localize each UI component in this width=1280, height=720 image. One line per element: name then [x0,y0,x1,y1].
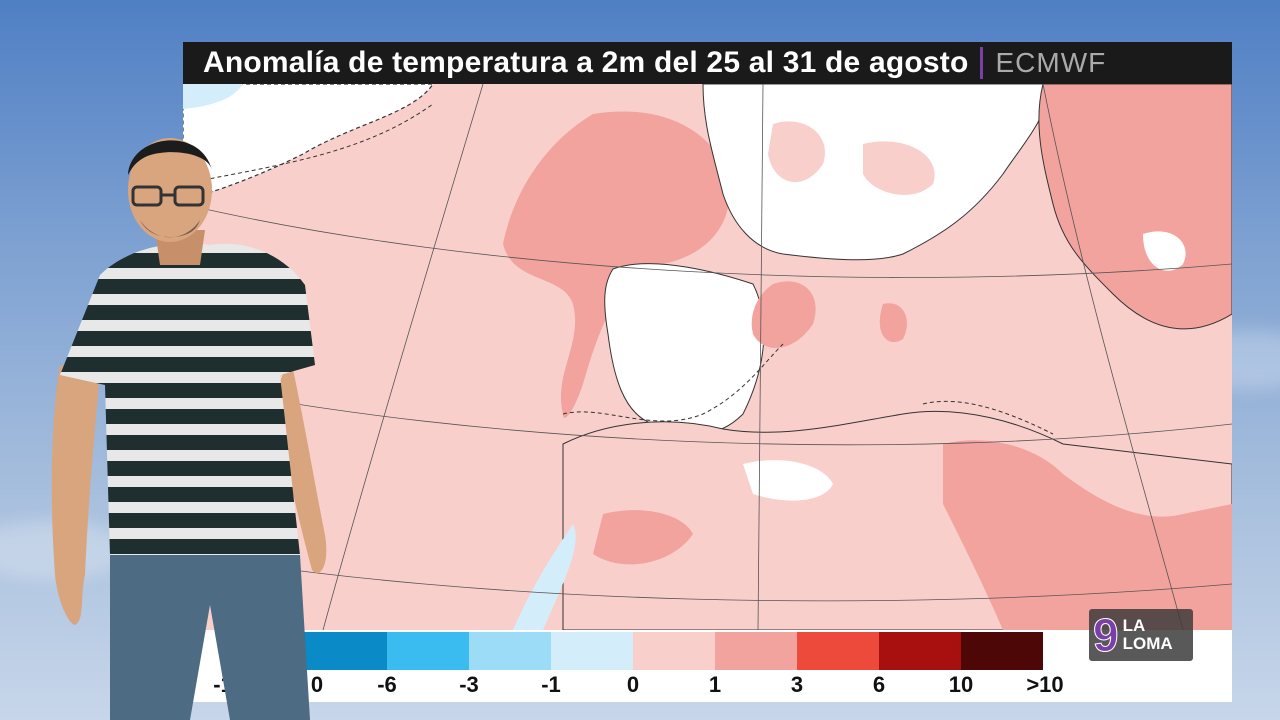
legend-swatch [387,632,469,670]
legend-tick-label: 3 [790,672,804,697]
legend-tick-label: -6 [377,672,397,697]
legend-tick-label: 10 [948,672,974,697]
legend-swatch [797,632,879,670]
temperature-anomaly-map [183,84,1232,630]
channel-logo: 9 LA LOMA [1089,609,1193,661]
source-label: ECMWF [995,47,1107,78]
title-separator [980,47,984,79]
legend-swatch [305,632,387,670]
legend-swatch [715,632,797,670]
legend-tick-label: 0 [310,672,324,697]
legend-tick-label: -1 [541,672,561,697]
legend-swatch [469,632,551,670]
legend-swatch [551,632,633,670]
logo-line-1: LA [1122,616,1146,635]
legend-swatch [879,632,961,670]
legend-tick-label: 0 [626,672,640,697]
logo-number: 9 [1093,609,1120,661]
legend-tick-label: 6 [872,672,886,697]
legend-tick-label: -3 [459,672,479,697]
logo-text: LA LOMA [1123,617,1173,653]
legend-swatch [961,632,1043,670]
presenter-figure [51,138,327,720]
page-title: Anomalía de temperatura a 2m del 25 al 3… [203,46,969,79]
logo-line-2: LOMA [1122,634,1173,653]
color-legend: -1 0 -6 -3 -1 0 1 3 6 10 >10 [183,630,1232,702]
legend-tick-label: >10 [1026,672,1064,697]
title-bar: Anomalía de temperatura a 2m del 25 al 3… [183,42,1232,84]
legend-tick-label: 1 [708,672,722,697]
legend-swatch [633,632,715,670]
